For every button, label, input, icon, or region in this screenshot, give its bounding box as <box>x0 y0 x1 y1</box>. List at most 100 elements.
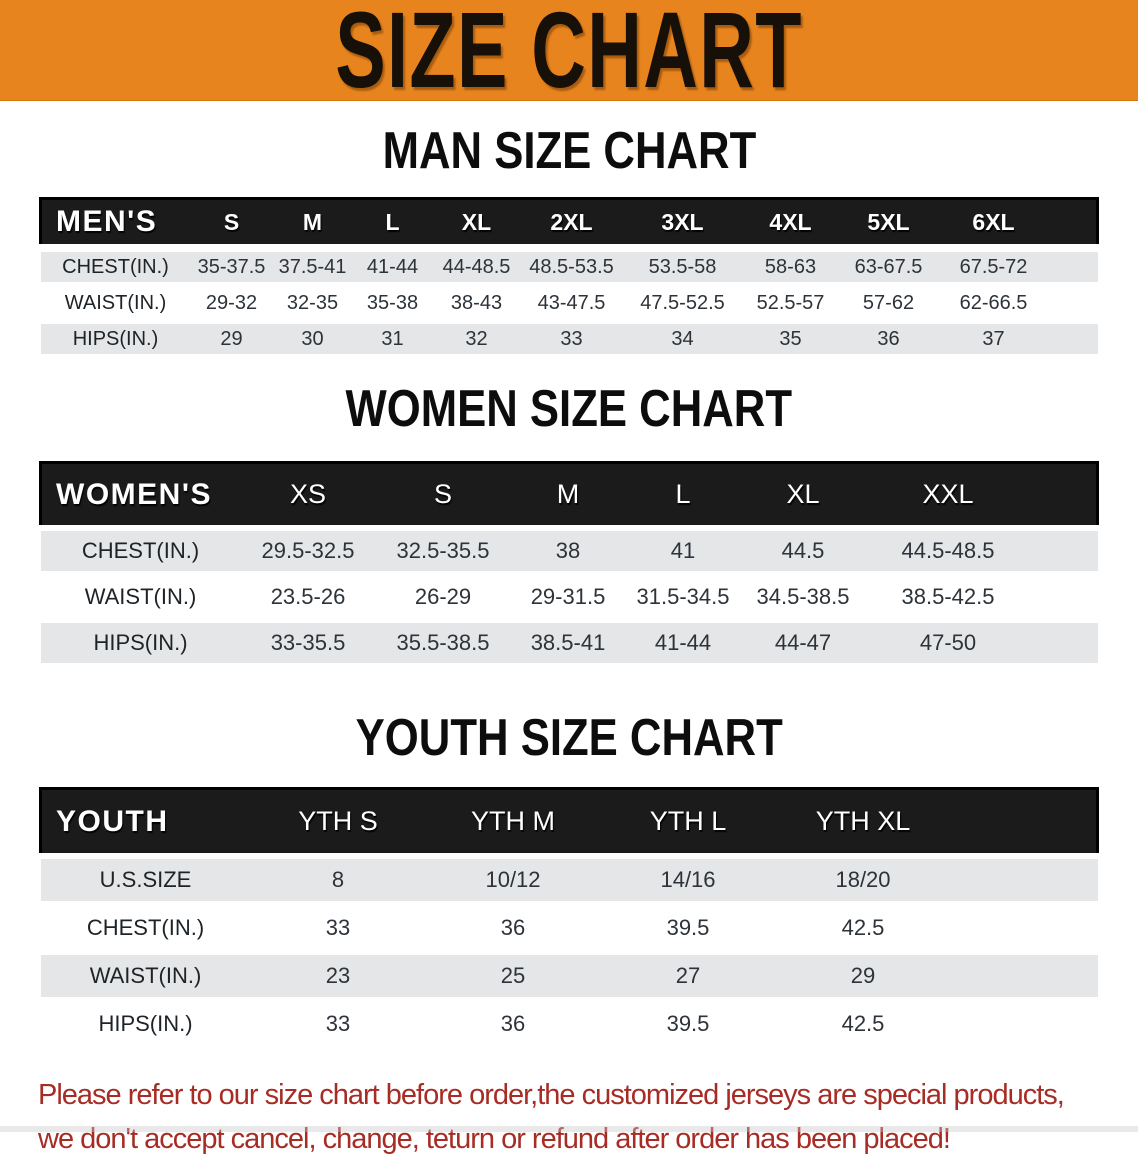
measurement-value: 53.5-58 <box>622 244 743 285</box>
measurement-value: 29 <box>775 949 951 1000</box>
men-size-table: MEN'S S M L XL 2XL 3XL 4XL 5XL 6XL CHEST(IN.) 35-37… <box>39 197 1099 354</box>
banner-title: SIZE CHART <box>335 0 803 110</box>
measurement-value: 36 <box>425 901 601 952</box>
measurement-value: 33-35.5 <box>240 617 376 663</box>
size-column-header: M <box>510 461 626 529</box>
row-spacer <box>1030 525 1098 574</box>
measurement-value: 29-31.5 <box>510 571 626 620</box>
youth-section-heading-text: YOUTH SIZE CHART <box>355 709 783 767</box>
row-spacer <box>1048 282 1098 321</box>
size-column-header: YTH S <box>250 787 426 857</box>
women-section-heading: WOMEN SIZE CHART <box>0 380 1138 438</box>
measurement-value: 44.5 <box>740 525 866 574</box>
size-column-header: XXL <box>865 461 1031 529</box>
measurement-row: HIPS(IN.) 33-35.5 35.5-38.5 38.5-41 41-44 44-… <box>40 617 1098 663</box>
measurement-value: 18/20 <box>775 853 951 904</box>
measurement-value: 41 <box>625 525 741 574</box>
measurement-value: 39.5 <box>600 997 776 1045</box>
measurement-value: 44-47 <box>740 617 866 663</box>
measurement-row: WAIST(IN.) 23 25 27 29 <box>40 949 1098 1000</box>
measurement-value: 41-44 <box>625 617 741 663</box>
measurement-row: HIPS(IN.) 29 30 31 32 33 34 35 36 37 <box>40 318 1098 354</box>
row-label: HIPS(IN.) <box>40 318 191 354</box>
measurement-value: 23 <box>250 949 426 1000</box>
measurement-value: 27 <box>600 949 776 1000</box>
measurement-value: 23.5-26 <box>240 571 376 620</box>
measurement-row: U.S.SIZE 8 10/12 14/16 18/20 <box>40 853 1098 904</box>
size-column-header: S <box>375 461 511 529</box>
row-label: U.S.SIZE <box>40 853 251 904</box>
row-label: HIPS(IN.) <box>40 617 241 663</box>
measurement-row: WAIST(IN.) 23.5-26 26-29 29-31.5 31.5-34.5 34… <box>40 571 1098 620</box>
women-section-heading-text: WOMEN SIZE CHART <box>345 380 793 438</box>
measurement-value: 42.5 <box>775 997 951 1045</box>
measurement-value: 8 <box>250 853 426 904</box>
disclaimer-line-2: we don't accept cancel, change, teturn o… <box>38 1123 951 1155</box>
measurement-value: 57-62 <box>838 282 939 321</box>
youth-section-heading: YOUTH SIZE CHART <box>0 709 1138 767</box>
measurement-value: 33 <box>250 997 426 1045</box>
measurement-value: 32-35 <box>272 282 353 321</box>
row-spacer <box>1030 617 1098 663</box>
size-column-header: 6XL <box>938 197 1049 249</box>
measurement-value: 33 <box>520 318 623 354</box>
measurement-value: 36 <box>425 997 601 1045</box>
size-column-header: YTH L <box>600 787 776 857</box>
measurement-value: 29-32 <box>190 282 273 321</box>
row-spacer <box>1048 318 1098 354</box>
row-label: WAIST(IN.) <box>40 282 191 321</box>
measurement-value: 52.5-57 <box>742 282 839 321</box>
men-section-heading: MAN SIZE CHART <box>0 122 1138 180</box>
measurement-value: 37.5-41 <box>272 244 353 285</box>
measurement-value: 58-63 <box>742 244 839 285</box>
size-column-header: 3XL <box>622 197 743 249</box>
row-label: HIPS(IN.) <box>40 997 251 1045</box>
size-column-header: S <box>190 197 273 249</box>
measurement-value: 43-47.5 <box>520 282 623 321</box>
size-column-header: YTH XL <box>775 787 951 857</box>
measurement-value: 25 <box>425 949 601 1000</box>
measurement-value: 29 <box>190 318 273 354</box>
measurement-value: 63-67.5 <box>838 244 939 285</box>
measurement-value: 32.5-35.5 <box>375 525 511 574</box>
measurement-value: 67.5-72 <box>938 244 1049 285</box>
row-spacer <box>950 853 1098 904</box>
table-corner-label: MEN'S <box>39 197 191 249</box>
size-column-header: 5XL <box>838 197 939 249</box>
row-label: CHEST(IN.) <box>40 525 241 574</box>
header-spacer <box>1030 461 1099 529</box>
measurement-value: 37 <box>938 318 1049 354</box>
measurement-value: 14/16 <box>600 853 776 904</box>
measurement-value: 38.5-42.5 <box>865 571 1031 620</box>
size-column-header: YTH M <box>425 787 601 857</box>
measurement-value: 62-66.5 <box>938 282 1049 321</box>
size-column-header: XS <box>240 461 376 529</box>
header-spacer <box>950 787 1099 857</box>
disclaimer-line-1: Please refer to our size chart before or… <box>38 1079 1065 1111</box>
measurement-value: 29.5-32.5 <box>240 525 376 574</box>
measurement-value: 26-29 <box>375 571 511 620</box>
measurement-value: 38-43 <box>432 282 521 321</box>
disclaimer-text: Please refer to our size chart before or… <box>38 1073 1138 1161</box>
size-column-header: L <box>625 461 741 529</box>
measurement-value: 10/12 <box>425 853 601 904</box>
size-column-header: XL <box>432 197 521 249</box>
size-column-header: M <box>272 197 353 249</box>
size-column-header: 4XL <box>742 197 839 249</box>
measurement-row: HIPS(IN.) 33 36 39.5 42.5 <box>40 997 1098 1045</box>
measurement-value: 30 <box>272 318 353 354</box>
men-section-heading-text: MAN SIZE CHART <box>382 122 756 180</box>
row-spacer <box>950 997 1098 1045</box>
row-label: WAIST(IN.) <box>40 571 241 620</box>
size-column-header: 2XL <box>520 197 623 249</box>
size-chart-banner: SIZE CHART <box>0 0 1138 110</box>
measurement-value: 36 <box>838 318 939 354</box>
measurement-value: 35 <box>742 318 839 354</box>
measurement-row: CHEST(IN.) 33 36 39.5 42.5 <box>40 901 1098 952</box>
measurement-value: 44.5-48.5 <box>865 525 1031 574</box>
measurement-value: 33 <box>250 901 426 952</box>
measurement-value: 31 <box>352 318 433 354</box>
measurement-value: 38 <box>510 525 626 574</box>
row-spacer <box>950 949 1098 1000</box>
measurement-value: 35.5-38.5 <box>375 617 511 663</box>
